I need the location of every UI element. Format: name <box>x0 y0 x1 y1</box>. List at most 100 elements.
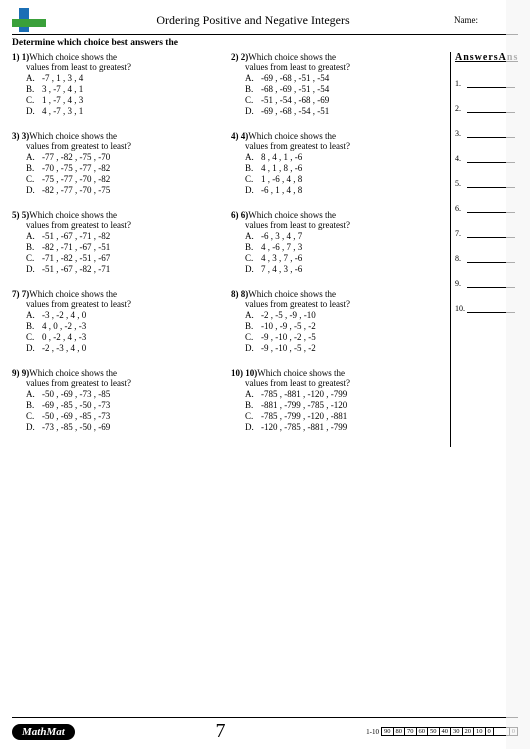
question-number: 2) 2) <box>231 52 248 62</box>
score-cell: 50 <box>428 728 440 736</box>
choice: C.1 , -6 , 4 , 8 <box>245 174 442 184</box>
choice: C.-75 , -77 , -70 , -82 <box>26 174 223 184</box>
choice: C.-71 , -82 , -51 , -67 <box>26 253 223 263</box>
page-title: Ordering Positive and Negative Integers <box>52 13 454 28</box>
question: 9) 9)Which choice shows thevalues from g… <box>12 368 231 433</box>
answer-number: 9. <box>455 279 467 288</box>
question-prompt: values from least to greatest? <box>245 220 442 230</box>
right-overlay <box>506 0 530 749</box>
question: 4) 4)Which choice shows thevalues from g… <box>231 131 450 196</box>
answer-number: 3. <box>455 129 467 138</box>
question-prompt: values from greatest to least? <box>26 378 223 388</box>
question: 2) 2)Which choice shows thevalues from l… <box>231 52 450 117</box>
question-number: 5) 5) <box>12 210 29 220</box>
choice-letter: B. <box>26 84 42 94</box>
choice-letter: D. <box>245 185 261 195</box>
choice-letter: C. <box>26 411 42 421</box>
choice-value: -6 , 3 , 4 , 7 <box>261 231 302 241</box>
choices: A.-7 , 1 , 3 , 4B.3 , -7 , 4 , 1C.1 , -7… <box>26 73 223 116</box>
choice-value: -10 , -9 , -5 , -2 <box>261 321 316 331</box>
question-prompt: values from least to greatest? <box>26 62 223 72</box>
choice-letter: C. <box>26 95 42 105</box>
question-prompt: Which choice shows the <box>248 52 336 62</box>
score-cell: 20 <box>462 728 474 736</box>
answer-number: 4. <box>455 154 467 163</box>
score-cell: 60 <box>416 728 428 736</box>
choices: A.-785 , -881 , -120 , -799B.-881 , -799… <box>245 389 442 432</box>
choice-letter: A. <box>245 231 261 241</box>
question-prompt: values from greatest to least? <box>26 220 223 230</box>
question-prompt: Which choice shows the <box>257 368 345 378</box>
choice-letter: C. <box>245 95 261 105</box>
choice-value: 4 , 3 , 7 , -6 <box>261 253 302 263</box>
mathmat-logo: MathMat <box>12 724 75 740</box>
choice-letter: B. <box>245 84 261 94</box>
choice-value: -71 , -82 , -51 , -67 <box>42 253 110 263</box>
choice: A.-69 , -68 , -51 , -54 <box>245 73 442 83</box>
answer-number: 10. <box>455 304 467 313</box>
question: 6) 6)Which choice shows thevalues from l… <box>231 210 450 275</box>
footer: MathMat 7 1-10 90807060504030201000 <box>12 717 518 743</box>
choice-letter: C. <box>245 253 261 263</box>
question-prompt: Which choice shows the <box>248 289 336 299</box>
answer-number: 5. <box>455 179 467 188</box>
choice-value: -2 , -3 , 4 , 0 <box>42 343 86 353</box>
choice-value: -50 , -69 , -85 , -73 <box>42 411 110 421</box>
question-prompt: Which choice shows the <box>29 368 117 378</box>
choice: A.-2 , -5 , -9 , -10 <box>245 310 442 320</box>
choice: A.-785 , -881 , -120 , -799 <box>245 389 442 399</box>
worksheet-page: Ordering Positive and Negative Integers … <box>0 0 530 749</box>
choice: D.-73 , -85 , -50 , -69 <box>26 422 223 432</box>
choices: A.-50 , -69 , -73 , -85B.-69 , -85 , -50… <box>26 389 223 432</box>
choice-value: -6 , 1 , 4 , 8 <box>261 185 302 195</box>
choice-value: 4 , 0 , -2 , -3 <box>42 321 86 331</box>
choice-letter: B. <box>245 163 261 173</box>
choice-letter: A. <box>26 389 42 399</box>
question-prompt: Which choice shows the <box>248 210 336 220</box>
choice-letter: D. <box>26 422 42 432</box>
answer-number: 2. <box>455 104 467 113</box>
choice-value: -69 , -68 , -51 , -54 <box>261 73 329 83</box>
choice: D.-69 , -68 , -54 , -51 <box>245 106 442 116</box>
choice: B.4 , 1 , 8 , -6 <box>245 163 442 173</box>
choice-letter: D. <box>245 422 261 432</box>
question-prompt: Which choice shows the <box>29 210 117 220</box>
choice-value: 7 , 4 , 3 , -6 <box>261 264 302 274</box>
choice: A.-50 , -69 , -73 , -85 <box>26 389 223 399</box>
choice: A.-7 , 1 , 3 , 4 <box>26 73 223 83</box>
choice-value: -69 , -85 , -50 , -73 <box>42 400 110 410</box>
choice-value: -70 , -75 , -77 , -82 <box>42 163 110 173</box>
question: 5) 5)Which choice shows thevalues from g… <box>12 210 231 275</box>
choice: B.-10 , -9 , -5 , -2 <box>245 321 442 331</box>
choice: D.-120 , -785 , -881 , -799 <box>245 422 442 432</box>
question-prompt: values from greatest to least? <box>245 141 442 151</box>
choice: D.-2 , -3 , 4 , 0 <box>26 343 223 353</box>
question: 8) 8)Which choice shows thevalues from g… <box>231 289 450 354</box>
choice: D.-6 , 1 , 4 , 8 <box>245 185 442 195</box>
choice-letter: C. <box>245 411 261 421</box>
choice-value: -69 , -68 , -54 , -51 <box>261 106 329 116</box>
question-prompt: Which choice shows the <box>29 52 117 62</box>
choice-letter: C. <box>245 332 261 342</box>
choice-letter: B. <box>245 242 261 252</box>
choice-value: 4 , 1 , 8 , -6 <box>261 163 302 173</box>
choice: B.4 , 0 , -2 , -3 <box>26 321 223 331</box>
score-cell: 30 <box>451 728 463 736</box>
choice-value: -7 , 1 , 3 , 4 <box>42 73 83 83</box>
instruction-text: Determine which choice best answers the <box>12 38 518 48</box>
choice-value: -2 , -5 , -9 , -10 <box>261 310 316 320</box>
choice: A.-6 , 3 , 4 , 7 <box>245 231 442 241</box>
choices: A.-6 , 3 , 4 , 7B.4 , -6 , 7 , 3C.4 , 3 … <box>245 231 442 274</box>
answer-number: 7. <box>455 229 467 238</box>
choice-value: -82 , -77 , -70 , -75 <box>42 185 110 195</box>
choices: A.-69 , -68 , -51 , -54B.-68 , -69 , -51… <box>245 73 442 116</box>
question-number: 8) 8) <box>231 289 248 299</box>
choice: A.-51 , -67 , -71 , -82 <box>26 231 223 241</box>
choice-letter: B. <box>26 242 42 252</box>
choice-letter: D. <box>26 264 42 274</box>
answer-number: 6. <box>455 204 467 213</box>
choice-letter: A. <box>26 231 42 241</box>
choice-letter: A. <box>26 310 42 320</box>
score-cell: 80 <box>393 728 405 736</box>
question-number: 9) 9) <box>12 368 29 378</box>
